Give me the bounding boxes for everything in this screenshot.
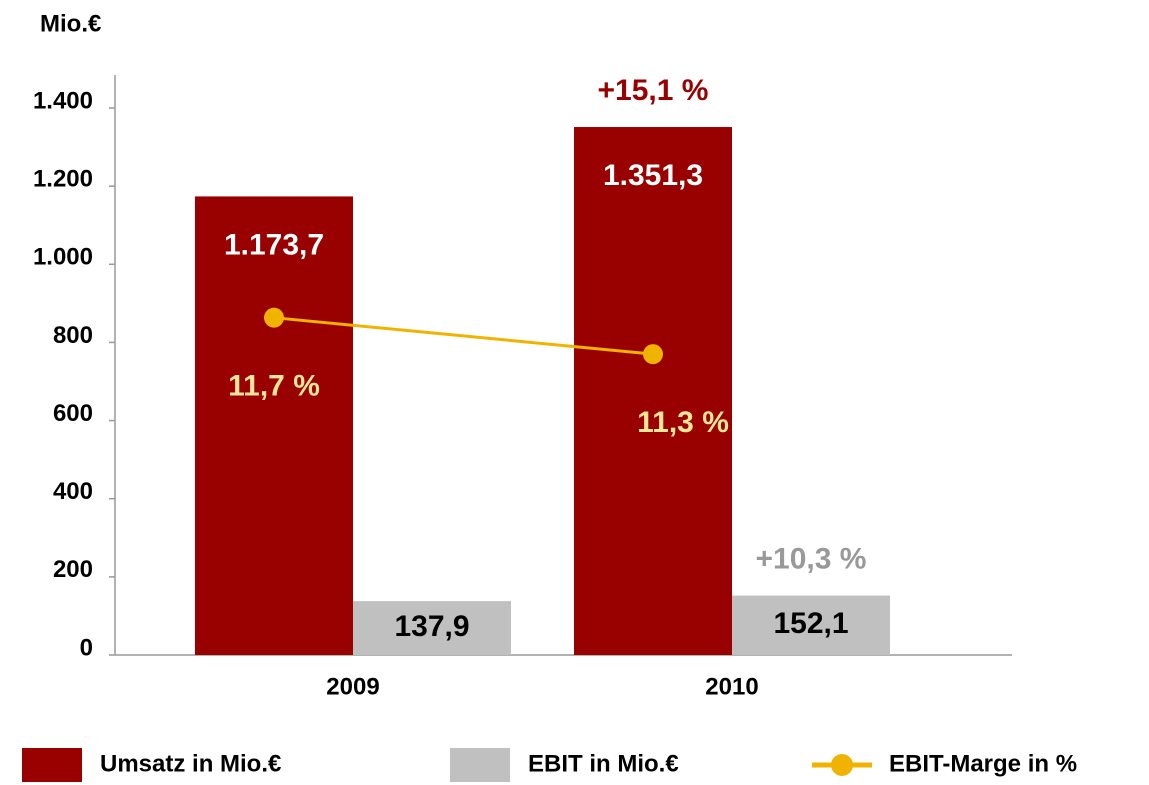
bar-value-label: 1.173,7 xyxy=(224,228,324,261)
y-tick-label: 0 xyxy=(80,634,93,661)
bar xyxy=(353,601,511,655)
legend-label: EBIT in Mio.€ xyxy=(528,750,679,777)
y-tick-label: 1.400 xyxy=(33,87,93,114)
line-marker xyxy=(643,344,663,365)
legend-label: Umsatz in Mio.€ xyxy=(100,750,281,777)
bar-value-label: 137,9 xyxy=(394,610,469,643)
bar-value-label: 1.351,3 xyxy=(603,159,703,192)
bar xyxy=(574,127,732,656)
y-tick-label: 800 xyxy=(53,322,93,349)
bar xyxy=(732,595,890,655)
y-tick-label: 1.200 xyxy=(33,165,93,192)
annotation: +15,1 % xyxy=(598,74,709,107)
y-tick-label: 400 xyxy=(53,478,93,505)
line-value-label: 11,3 % xyxy=(637,406,729,439)
x-tick-label: 2010 xyxy=(705,673,758,700)
legend-label: EBIT-Marge in % xyxy=(889,750,1077,777)
x-tick-label: 2009 xyxy=(326,673,379,700)
bar-value-label: 152,1 xyxy=(773,607,848,640)
annotation: +10,3 % xyxy=(756,542,867,575)
legend-swatch xyxy=(450,748,510,782)
legend-swatch xyxy=(22,748,82,782)
line-marker xyxy=(264,307,284,328)
y-axis-label: Mio.€ xyxy=(40,10,101,37)
y-tick-label: 200 xyxy=(53,556,93,583)
legend-swatch xyxy=(831,754,853,776)
line xyxy=(273,316,654,356)
line-value-label: 11,7 % xyxy=(228,370,320,403)
bar xyxy=(195,196,353,655)
y-tick-label: 600 xyxy=(53,400,93,427)
y-tick-label: 1.000 xyxy=(33,244,93,271)
